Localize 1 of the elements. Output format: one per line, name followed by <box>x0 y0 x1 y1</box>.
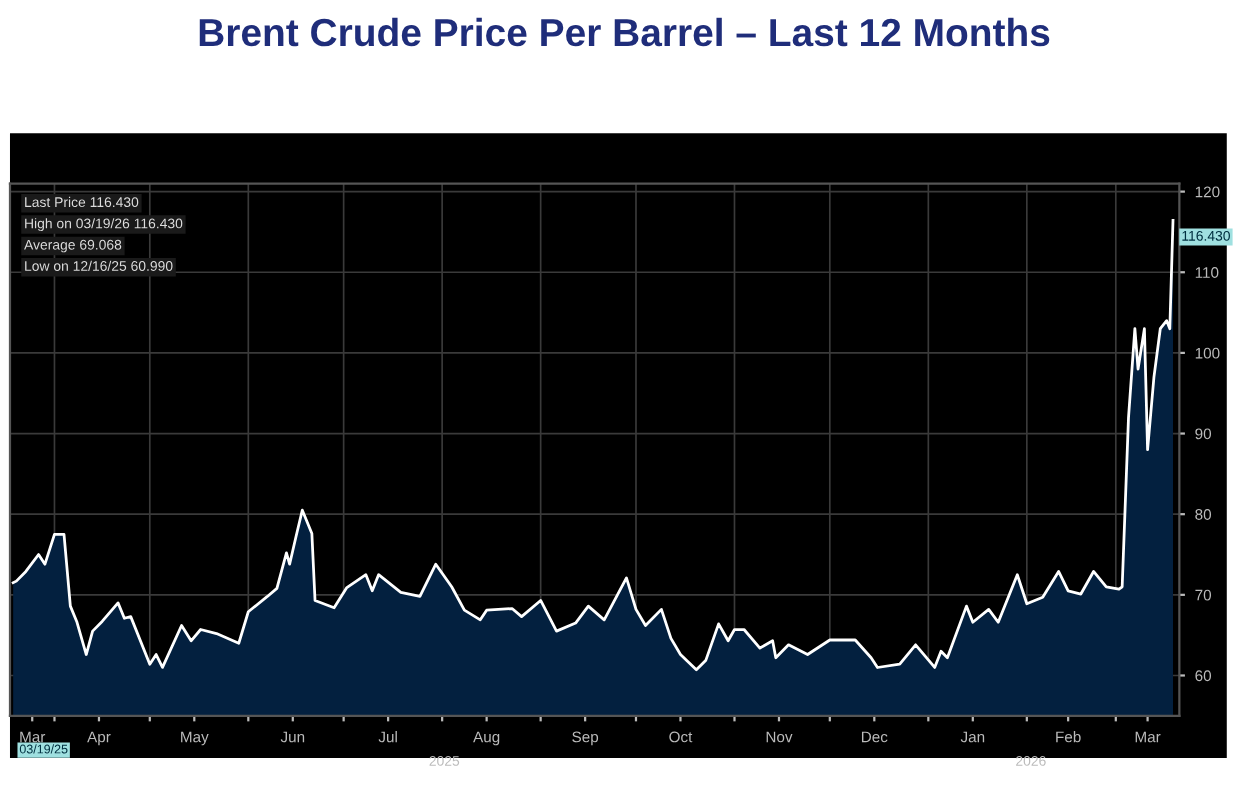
chart-title: Brent Crude Price Per Barrel – Last 12 Months <box>199 17 1050 47</box>
